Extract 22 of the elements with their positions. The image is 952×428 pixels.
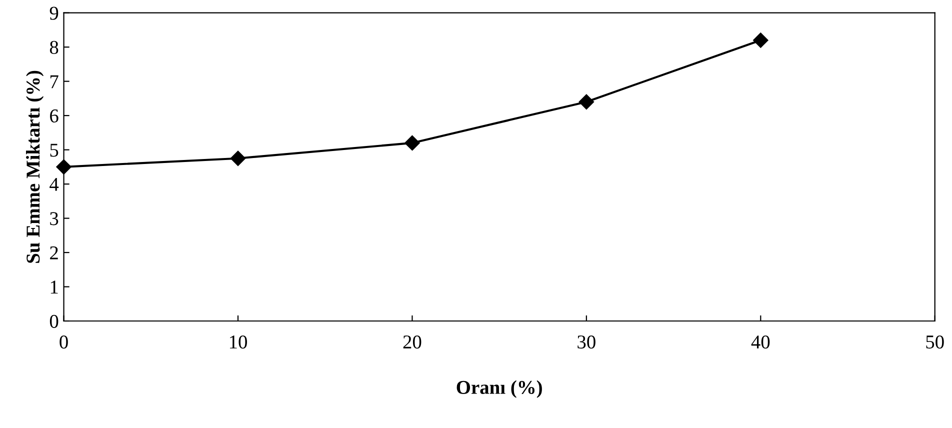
y-axis-title: Su Emme Miktartı (%): [26, 70, 44, 263]
point: [404, 135, 420, 151]
y-tick-label: 8: [50, 40, 58, 54]
y-tick-label: 1: [50, 280, 58, 294]
point: [230, 150, 246, 166]
point: [578, 94, 594, 110]
y-tick-label: 6: [50, 109, 58, 122]
y-tick-label: 7: [50, 75, 58, 88]
y-tick-label: 5: [50, 144, 58, 157]
y-tick-label: 2: [50, 246, 58, 260]
x-tick-label: 40: [751, 335, 770, 349]
y-tick-label: 9: [50, 6, 58, 20]
point: [753, 32, 768, 48]
y-tick-label: 4: [50, 178, 59, 191]
x-tick-label: 20: [403, 335, 422, 349]
x-tick-label: 50: [926, 335, 944, 349]
x-tick-label: 10: [230, 335, 247, 349]
y-tick-label: 3: [50, 212, 58, 226]
x-axis-title: Oranı (%): [456, 380, 542, 398]
x-tick-label: 30: [578, 335, 596, 349]
y-tick-label: 0: [50, 314, 58, 328]
x-tick-label: 0: [60, 335, 68, 349]
